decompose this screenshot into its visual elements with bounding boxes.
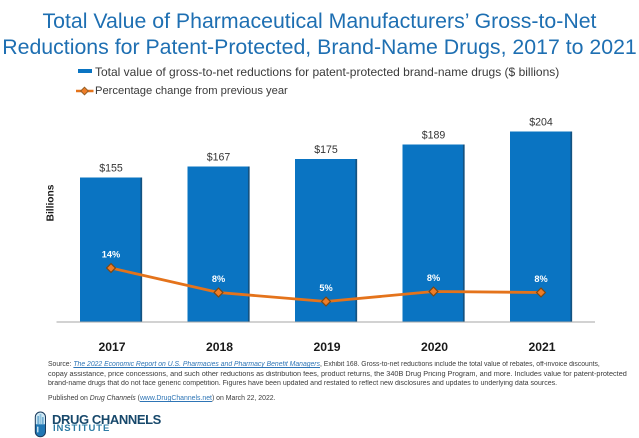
svg-text:8%: 8% — [212, 274, 225, 284]
svg-text:2019: 2019 — [313, 340, 340, 354]
svg-text:2020: 2020 — [421, 340, 448, 354]
svg-text:14%: 14% — [102, 250, 120, 260]
svg-text:2018: 2018 — [206, 340, 233, 354]
svg-text:$189: $189 — [422, 130, 446, 142]
svg-text:$167: $167 — [207, 152, 231, 164]
svg-text:$204: $204 — [529, 117, 553, 129]
svg-text:Billions: Billions — [45, 184, 56, 221]
svg-text:$155: $155 — [99, 163, 123, 175]
svg-text:2017: 2017 — [98, 340, 125, 354]
svg-text:$175: $175 — [314, 144, 338, 156]
svg-text:8%: 8% — [427, 273, 440, 283]
svg-text:2021: 2021 — [528, 340, 555, 354]
svg-text:5%: 5% — [319, 283, 332, 293]
svg-text:8%: 8% — [534, 274, 547, 284]
